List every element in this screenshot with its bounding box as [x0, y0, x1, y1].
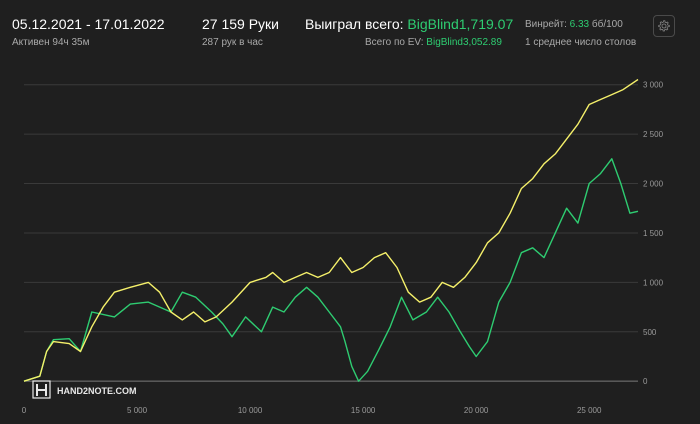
won-total: Выиграл всего: BigBlind1,719.07: [305, 16, 513, 32]
settings-button[interactable]: [653, 15, 675, 37]
series-line: [23, 78, 639, 382]
y-tick-label: 2 500: [643, 130, 664, 139]
logo-icon: [32, 380, 51, 399]
x-tick-label: 20 000: [464, 406, 489, 415]
x-tick-label: 25 000: [577, 406, 602, 415]
logo-glyph: [36, 384, 47, 396]
winrate-label: Винрейт:: [525, 19, 567, 30]
hands-per-hour: 287 рук в час: [202, 37, 263, 48]
x-tick-label: 15 000: [351, 406, 376, 415]
gear-icon: [658, 20, 670, 32]
y-tick-label: 3 000: [643, 81, 664, 90]
series-line: [23, 158, 639, 382]
y-tick-label: 0: [643, 377, 648, 386]
y-tick-label: 500: [643, 328, 657, 337]
x-tick-label: 5 000: [127, 406, 148, 415]
y-tick-label: 1 500: [643, 229, 664, 238]
x-tick-label: 0: [22, 406, 27, 415]
y-axis: 0 500 1 000 1 500 2 000 2 500 3 000: [643, 81, 664, 386]
won-label: Выиграл всего:: [305, 16, 404, 32]
ev-label: Всего по EV:: [365, 37, 424, 48]
logo-text: HAND2NOTE.COM: [57, 386, 137, 396]
x-tick-label: 10 000: [238, 406, 263, 415]
y-tick-label: 1 000: [643, 278, 664, 287]
y-tick-label: 2 000: [643, 180, 664, 189]
active-time: Активен 94ч 35м: [12, 37, 90, 48]
winrate: Винрейт: 6.33 бб/100: [525, 19, 623, 30]
logo: HAND2NOTE.COM: [32, 380, 137, 399]
x-axis: 0 5 000 10 000 15 000 20 000 25 000: [22, 406, 602, 415]
ev-total: Всего по EV: BigBlind3,052.89: [365, 37, 502, 48]
won-value: BigBlind1,719.07: [407, 16, 514, 32]
chart-series: [23, 78, 639, 382]
ev-value: BigBlind3,052.89: [426, 37, 502, 48]
hands-count: 27 159 Руки: [202, 16, 279, 32]
winrate-value: 6.33: [569, 19, 590, 30]
avg-tables: 1 среднее число столов: [525, 37, 637, 48]
chart-grid: [24, 84, 638, 382]
date-range[interactable]: 05.12.2021 - 17.01.2022: [12, 16, 165, 32]
winrate-unit: бб/100: [591, 19, 623, 30]
